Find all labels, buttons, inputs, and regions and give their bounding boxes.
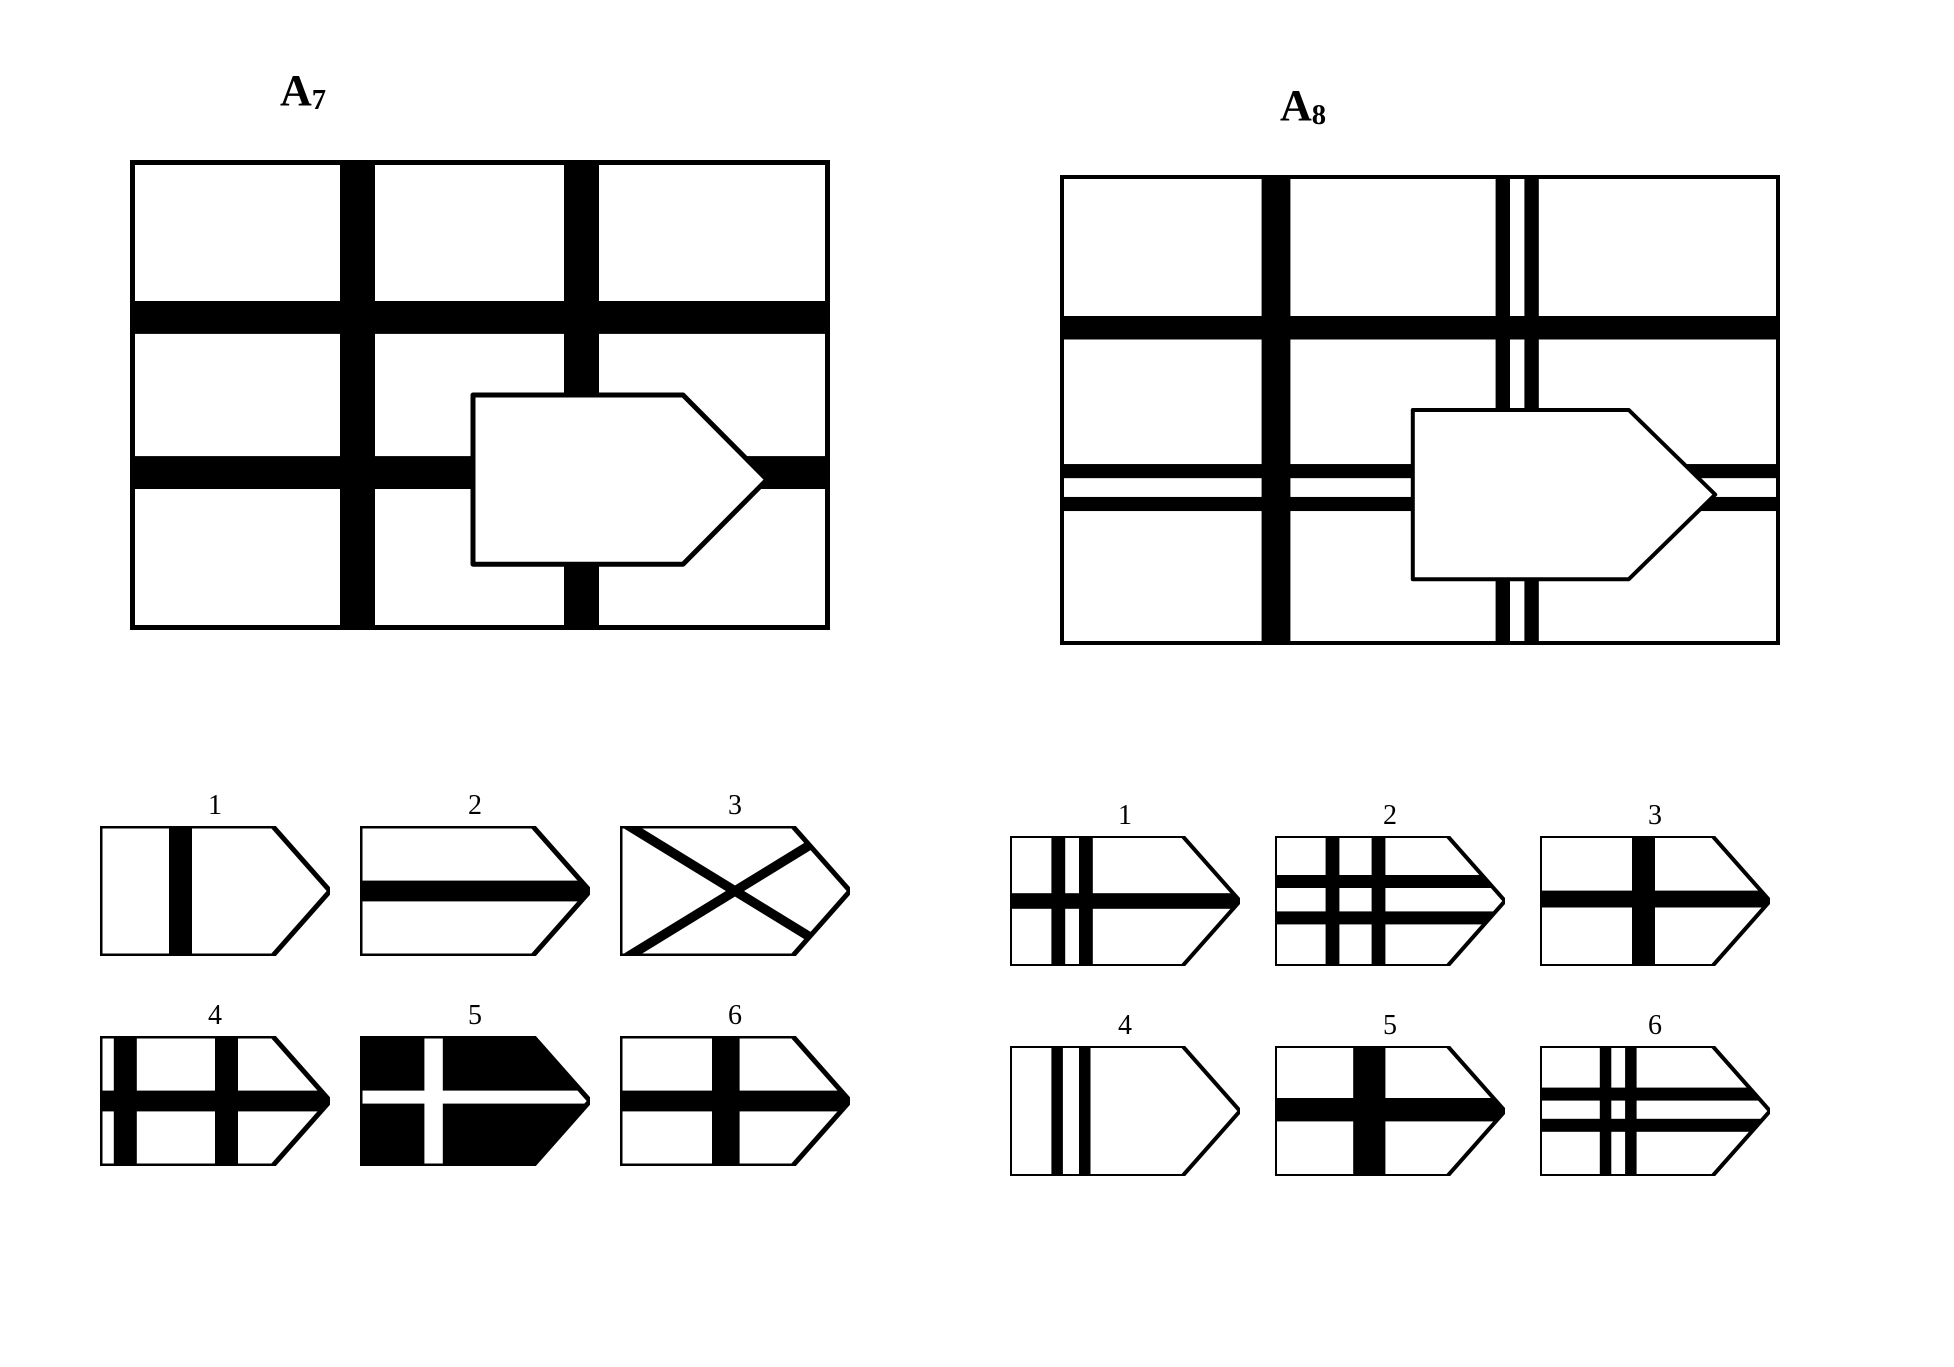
option-3[interactable]: 3 <box>620 790 850 956</box>
option-label: 1 <box>1010 800 1240 832</box>
puzzle-title: A7 <box>280 65 326 116</box>
page: A7123456A8123456 <box>0 0 1954 1367</box>
option-shape <box>1540 1046 1770 1176</box>
option-shape <box>1540 836 1770 966</box>
option-4[interactable]: 4 <box>100 1000 330 1166</box>
option-2[interactable]: 2 <box>1275 800 1505 966</box>
option-label: 4 <box>1010 1010 1240 1042</box>
puzzle-title: A8 <box>1280 80 1326 131</box>
option-shape <box>360 1036 590 1166</box>
option-shape <box>620 1036 850 1166</box>
option-label: 6 <box>1540 1010 1770 1042</box>
option-1[interactable]: 1 <box>100 790 330 956</box>
option-shape <box>620 826 850 956</box>
option-3[interactable]: 3 <box>1540 800 1770 966</box>
option-6[interactable]: 6 <box>620 1000 850 1166</box>
option-shape <box>100 1036 330 1166</box>
matrix-container <box>130 160 830 630</box>
option-5[interactable]: 5 <box>1275 1010 1505 1176</box>
option-2[interactable]: 2 <box>360 790 590 956</box>
option-label: 1 <box>100 790 330 822</box>
option-shape <box>360 826 590 956</box>
option-label: 3 <box>1540 800 1770 832</box>
option-label: 2 <box>1275 800 1505 832</box>
option-5[interactable]: 5 <box>360 1000 590 1166</box>
option-shape <box>1275 1046 1505 1176</box>
matrix-diagram <box>130 160 830 630</box>
option-label: 5 <box>1275 1010 1505 1042</box>
option-label: 2 <box>360 790 590 822</box>
option-4[interactable]: 4 <box>1010 1010 1240 1176</box>
option-label: 6 <box>620 1000 850 1032</box>
option-shape <box>100 826 330 956</box>
option-1[interactable]: 1 <box>1010 800 1240 966</box>
option-label: 3 <box>620 790 850 822</box>
option-shape <box>1010 1046 1240 1176</box>
matrix-container <box>1060 175 1780 645</box>
option-6[interactable]: 6 <box>1540 1010 1770 1176</box>
option-shape <box>1010 836 1240 966</box>
matrix-diagram <box>1060 175 1780 645</box>
option-label: 5 <box>360 1000 590 1032</box>
option-shape <box>1275 836 1505 966</box>
option-label: 4 <box>100 1000 330 1032</box>
